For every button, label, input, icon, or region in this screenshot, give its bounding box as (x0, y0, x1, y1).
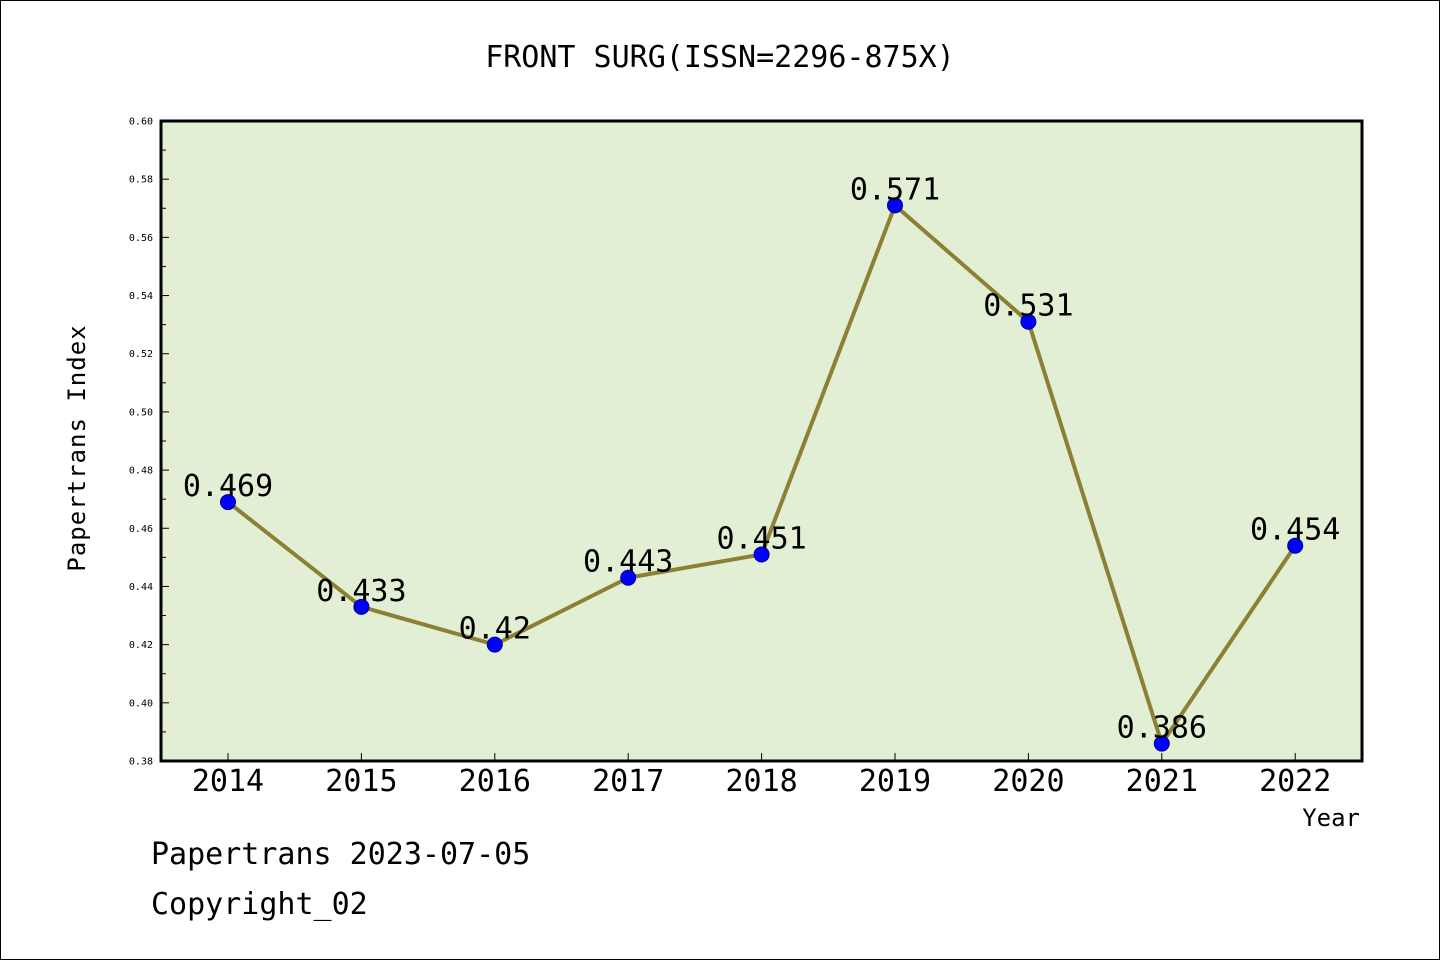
data-point (1287, 537, 1304, 554)
footer-copyright-text: Copyright_02 (151, 887, 368, 922)
data-point (620, 569, 637, 586)
y-tick-label: 0.60 (129, 117, 153, 128)
data-label: 0.42 (459, 612, 531, 647)
x-tick-label: 2017 (592, 764, 664, 799)
y-tick-label: 0.56 (129, 233, 153, 244)
data-label: 0.451 (716, 521, 806, 556)
x-tick-label: 2018 (725, 764, 797, 799)
plot-area (161, 121, 1362, 761)
series-data-labels: 0.469 0.433 0.42 0.443 0.451 0.571 0.531 0.386 0… (183, 172, 1341, 745)
y-tick-label: 0.44 (129, 582, 153, 593)
x-axis-label: Year (1302, 804, 1360, 832)
y-tick-label: 0.48 (129, 466, 153, 477)
data-label: 0.571 (850, 172, 940, 207)
data-point (486, 636, 503, 653)
x-tick-label: 2016 (459, 764, 531, 799)
data-point (887, 197, 903, 214)
y-tick-label: 0.58 (129, 175, 153, 186)
plot-frame (159, 119, 1364, 763)
series-markers (220, 197, 1304, 752)
y-axis-label: Papertrans Index (63, 324, 91, 571)
y-tick-label: 0.42 (129, 640, 153, 651)
data-point (220, 494, 236, 511)
data-point (1153, 735, 1170, 752)
chart-title: FRONT SURG(ISSN=2296-875X) (485, 40, 955, 75)
y-tick-label: 0.52 (129, 349, 153, 360)
x-tick-label: 2015 (325, 764, 397, 799)
y-tick-label: 0.46 (129, 524, 153, 535)
footer-date-text: Papertrans 2023-07-05 (151, 837, 530, 872)
data-point (353, 598, 370, 615)
x-tick-label: 2022 (1259, 764, 1331, 799)
data-label: 0.443 (583, 545, 673, 580)
x-axis-ticks: 2014 2015 2016 2017 2018 2019 2020 2021 2022 (192, 753, 1331, 799)
data-label: 0.454 (1250, 513, 1340, 548)
x-tick-label: 2014 (192, 764, 264, 799)
data-label: 0.469 (183, 469, 273, 504)
data-point (1020, 313, 1037, 330)
y-tick-label: 0.50 (129, 407, 153, 418)
x-tick-label: 2020 (992, 764, 1064, 799)
y-tick-label: 0.38 (129, 757, 153, 768)
data-label: 0.531 (983, 289, 1073, 324)
y-tick-label: 0.40 (129, 698, 153, 709)
y-tick-label: 0.54 (129, 291, 153, 302)
data-point (753, 546, 770, 563)
y-axis-ticks: 0.38 0.40 0.42 0.44 0.46 0.48 0.50 0.52 0.54 0.56… (129, 117, 169, 768)
data-label: 0.433 (316, 574, 406, 609)
data-label: 0.386 (1117, 711, 1207, 746)
x-tick-label: 2019 (859, 764, 931, 799)
x-tick-label: 2021 (1126, 764, 1198, 799)
